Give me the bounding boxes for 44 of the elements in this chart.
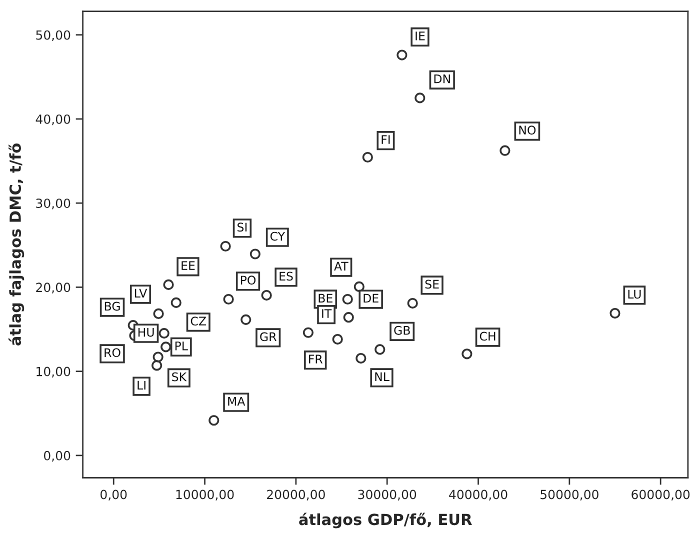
annotation: RO [104, 348, 120, 358]
x-tick-label: 40000,00 [449, 490, 508, 500]
annotation: DE [364, 294, 378, 303]
annotation: IT [322, 309, 332, 318]
x-tick-label: 60000,00 [632, 490, 690, 500]
annotation: CH [480, 332, 496, 341]
annotation: IE [416, 32, 425, 40]
x-axis-title: átlagos GDP/fő, EUR [299, 512, 472, 528]
y-tick-label: 40,00 [36, 114, 70, 126]
annotation: NO [519, 126, 536, 135]
annotation: ES [280, 272, 293, 281]
y-tick-label: 0,00 [44, 450, 70, 462]
y-tick-label: 20,00 [36, 282, 70, 294]
y-tick-label: 10,00 [36, 366, 70, 378]
annotation: BE [318, 294, 332, 302]
annotation: SE [425, 280, 439, 289]
annotation: DN [434, 74, 450, 84]
annotation: FI [382, 135, 390, 144]
y-tick-label: 50,00 [36, 30, 70, 42]
annotation: GR [260, 332, 276, 342]
y-axis-title: átlag fajlagos DMC, t/fő [8, 144, 24, 346]
x-tick-label: 20000,00 [267, 490, 325, 500]
y-tick-label: 30,00 [36, 198, 70, 210]
annotation: FR [309, 354, 323, 364]
annotation: MA [228, 396, 246, 406]
annotation: SK [172, 372, 187, 382]
annotation: EE [182, 261, 195, 270]
annotation: CZ [190, 316, 206, 326]
annotation: LU [628, 290, 641, 299]
annotation: BG [104, 302, 120, 311]
annotation: SI [238, 222, 247, 232]
annotation: NL [375, 372, 390, 381]
annotation: LI [138, 380, 146, 390]
x-tick-label: 10000,00 [176, 490, 234, 500]
annotation: HU [138, 328, 154, 337]
annotation: AT [334, 262, 348, 271]
x-tick-label: 50000,00 [540, 490, 598, 500]
x-tick-label: 0,00 [100, 490, 127, 500]
annotation: PO [240, 276, 256, 285]
annotation: PL [175, 342, 188, 350]
annotation: CY [270, 232, 286, 241]
annotation: LV [134, 288, 148, 298]
x-tick-label: 30000,00 [358, 490, 416, 500]
annotation: GB [394, 326, 410, 335]
